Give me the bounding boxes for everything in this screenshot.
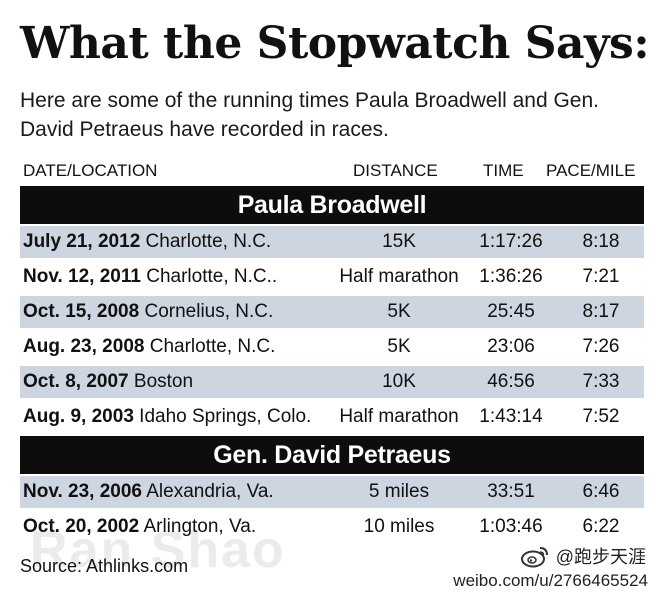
weibo-handle: @跑步天涯 [555, 547, 646, 567]
race-date: Aug. 23, 2008 [23, 336, 145, 357]
header-date-location: DATE/LOCATION [23, 161, 158, 180]
table-row: Aug. 23, 2008 Charlotte, N.C. 5K 23:06 7:26 [20, 331, 644, 363]
race-location: Cornelius, N.C. [144, 301, 274, 322]
race-location: Charlotte, N.C.. [146, 266, 278, 287]
race-distance: 10 miles [363, 516, 435, 537]
section-header-broadwell: Paula Broadwell [20, 186, 644, 224]
section-header-petraeus: Gen. David Petraeus [20, 436, 644, 474]
race-time: 1:36:26 [479, 266, 543, 287]
race-date: Nov. 12, 2011 [23, 266, 141, 287]
weibo-url: weibo.com/u/2766465524 [453, 571, 648, 590]
race-location: Charlotte, N.C. [145, 231, 272, 252]
race-distance: 5K [387, 336, 411, 357]
date-location-cell: Nov. 23, 2006 Alexandria, Va. [23, 481, 274, 503]
petraeus-rows: Nov. 23, 2006 Alexandria, Va. 5 miles 33:5… [20, 476, 644, 546]
race-time: 25:45 [487, 301, 535, 322]
race-date: Nov. 23, 2006 [23, 481, 143, 502]
race-location: Boston [133, 371, 194, 392]
race-time: 1:43:14 [479, 406, 543, 427]
race-pace: 7:26 [582, 336, 620, 357]
race-location: Arlington, Va. [143, 516, 257, 537]
race-distance: 5K [387, 301, 411, 322]
header-distance: DISTANCE [353, 161, 438, 180]
column-headers: DATE/LOCATION DISTANCE TIME PACE/MILE [20, 159, 644, 183]
weibo-logo-icon [520, 544, 550, 568]
race-distance: 5 miles [368, 481, 430, 502]
race-pace: 6:46 [582, 481, 620, 502]
race-pace: 6:22 [582, 516, 620, 537]
date-location-cell: Oct. 20, 2002 Arlington, Va. [23, 516, 256, 538]
race-distance: Half marathon [339, 266, 459, 287]
race-date: Aug. 9, 2003 [23, 406, 134, 427]
table-row: July 21, 2012 Charlotte, N.C. 15K 1:17:26 8… [20, 226, 644, 258]
race-time: 46:56 [487, 371, 535, 392]
race-location: Idaho Springs, Colo. [139, 406, 312, 427]
race-date: Oct. 8, 2007 [23, 371, 129, 392]
source-note: Source: Athlinks.com [20, 556, 189, 576]
table-row: Oct. 8, 2007 Boston 10K 46:56 7:33 [20, 366, 644, 398]
race-pace: 8:18 [582, 231, 620, 252]
date-location-cell: July 21, 2012 Charlotte, N.C. [23, 231, 271, 253]
broadwell-rows: July 21, 2012 Charlotte, N.C. 15K 1:17:26 8… [20, 226, 644, 436]
race-date: July 21, 2012 [23, 231, 141, 252]
table-row: Nov. 23, 2006 Alexandria, Va. 5 miles 33:5… [20, 476, 644, 508]
date-location-cell: Oct. 8, 2007 Boston [23, 371, 193, 393]
race-pace: 7:21 [582, 266, 620, 287]
race-time: 1:17:26 [479, 231, 543, 252]
watermark-text: Ran Shao [30, 521, 286, 579]
table-row: Oct. 15, 2008 Cornelius, N.C. 5K 25:45 8:17 [20, 296, 644, 328]
date-location-cell: Oct. 15, 2008 Cornelius, N.C. [23, 301, 273, 323]
race-distance: Half marathon [339, 406, 459, 427]
table-row: Aug. 9, 2003 Idaho Springs, Colo. Half ma… [20, 401, 644, 433]
table-row: Oct. 20, 2002 Arlington, Va. 10 miles 1:03… [20, 511, 644, 543]
subtitle: Here are some of the running times Paula… [20, 89, 599, 141]
date-location-cell: Nov. 12, 2011 Charlotte, N.C.. [23, 266, 277, 288]
header-pace: PACE/MILE [546, 161, 636, 180]
race-location: Charlotte, N.C. [149, 336, 276, 357]
race-date: Oct. 15, 2008 [23, 301, 140, 322]
race-pace: 7:33 [582, 371, 620, 392]
header-time: TIME [483, 161, 524, 180]
page-title: What the Stopwatch Says: [20, 18, 650, 69]
race-time: 33:51 [487, 481, 535, 502]
date-location-cell: Aug. 23, 2008 Charlotte, N.C. [23, 336, 275, 358]
race-pace: 7:52 [582, 406, 620, 427]
race-time: 1:03:46 [479, 516, 543, 537]
date-location-cell: Aug. 9, 2003 Idaho Springs, Colo. [23, 406, 311, 428]
race-distance: 10K [382, 371, 416, 392]
race-time: 23:06 [487, 336, 535, 357]
weibo-credit: @跑步天涯 [520, 541, 646, 571]
race-date: Oct. 20, 2002 [23, 516, 140, 537]
race-pace: 8:17 [582, 301, 620, 322]
race-distance: 15K [382, 231, 416, 252]
race-location: Alexandria, Va. [146, 481, 274, 502]
table-row: Nov. 12, 2011 Charlotte, N.C.. Half marat… [20, 261, 644, 293]
